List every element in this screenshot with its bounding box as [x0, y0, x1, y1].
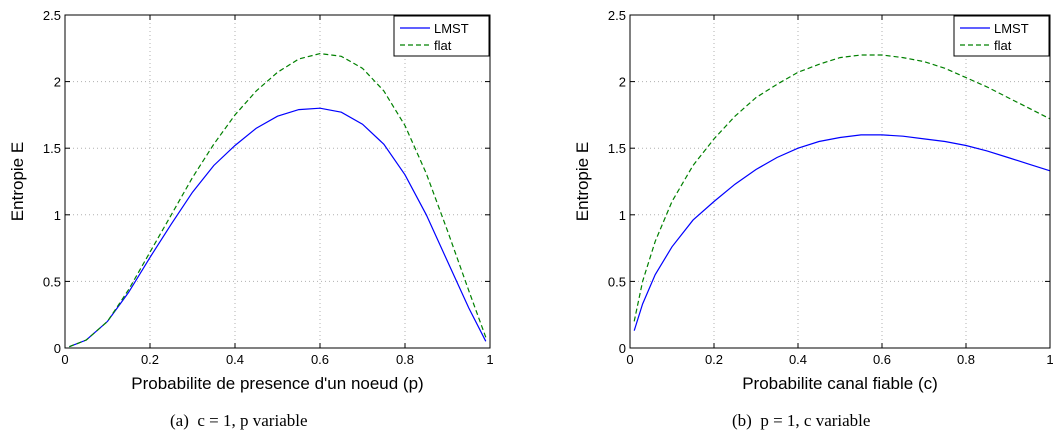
chart-b-y-tick-label: 0.5 — [608, 274, 626, 289]
chart-a-plot-area — [65, 15, 490, 348]
chart-a-x-tick-label: 0.2 — [141, 352, 159, 367]
caption-b-tag: (b) — [732, 411, 752, 430]
chart-a-x-axis-label: Probabilite de presence d'un noeud (p) — [131, 374, 423, 393]
chart-a-y-tick-label: 1.5 — [43, 141, 61, 156]
chart-a-x-tick-label: 0.8 — [396, 352, 414, 367]
chart-b-y-tick-label: 0 — [619, 341, 626, 356]
chart-a-legend: LMST flat — [393, 15, 490, 57]
caption-b: (b) p = 1, c variable — [732, 411, 870, 431]
chart-b-y-tick-label: 1.5 — [608, 141, 626, 156]
caption-a: (a) c = 1, p variable — [170, 411, 308, 431]
chart-b-legend-box — [953, 15, 1050, 57]
chart-b-axes-frame — [629, 14, 1051, 349]
chart-a-legend-label-lmst: LMST — [434, 21, 469, 36]
chart-b-legend-label-flat: flat — [994, 38, 1012, 53]
chart-a-axes-frame — [64, 14, 491, 349]
caption-b-text: p = 1, c variable — [760, 411, 871, 430]
chart-a-y-tick-label: 0.5 — [43, 274, 61, 289]
chart-b-y-tick-label: 2 — [619, 75, 626, 90]
chart-b-x-axis-label: Probabilite canal fiable (c) — [742, 374, 938, 393]
chart-b-x-tick-label: 0.6 — [873, 352, 891, 367]
caption-a-text: c = 1, p variable — [197, 411, 308, 430]
chart-b-plot-area — [630, 15, 1050, 348]
chart-b-x-tick-label: 0.4 — [789, 352, 807, 367]
chart-b-series-flat-line — [633, 54, 1051, 322]
chart-b-y-tick-label: 1 — [619, 208, 626, 223]
chart-a-legend-box — [393, 15, 490, 57]
chart-a-series-lmst-line — [69, 107, 487, 348]
chart-a-y-tick-label: 0 — [54, 341, 61, 356]
chart-b-x-tick-label: 0.2 — [705, 352, 723, 367]
chart-a-y-tick-label: 2.5 — [43, 8, 61, 23]
chart-a-series-flat-line — [69, 52, 487, 348]
chart-a-y-tick-label: 1 — [54, 208, 61, 223]
chart-b: 0 0.2 0.4 0.6 0.8 1 0 0.5 1 1.5 2 2.5 LMST flat Probab… — [573, 8, 1053, 393]
chart-b-y-tick-label: 2.5 — [608, 8, 626, 23]
chart-a-y-axis-label: Entropie E — [8, 142, 27, 221]
chart-b-series-lmst-line — [633, 134, 1051, 331]
caption-a-tag: (a) — [170, 411, 189, 430]
chart-a-x-tick-label: 1 — [486, 352, 493, 367]
chart-b-x-tick-label: 1 — [1046, 352, 1053, 367]
chart-a-x-tick-label: 0.6 — [311, 352, 329, 367]
chart-a-y-tick-label: 2 — [54, 75, 61, 90]
chart-a-x-tick-label: 0.4 — [226, 352, 244, 367]
chart-b-x-tick-label: 0.8 — [957, 352, 975, 367]
chart-b-legend: LMST flat — [953, 15, 1050, 57]
chart-a: 0 0.2 0.4 0.6 0.8 1 0 0.5 1 1.5 2 2.5 LMST flat Probab… — [8, 8, 494, 393]
chart-a-legend-label-flat: flat — [434, 38, 452, 53]
chart-b-legend-label-lmst: LMST — [994, 21, 1029, 36]
chart-b-x-tick-label: 0 — [626, 352, 633, 367]
chart-a-x-tick-label: 0 — [61, 352, 68, 367]
chart-b-y-axis-label: Entropie E — [573, 142, 592, 221]
